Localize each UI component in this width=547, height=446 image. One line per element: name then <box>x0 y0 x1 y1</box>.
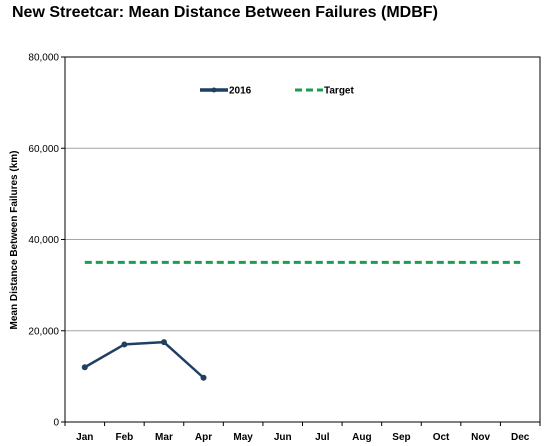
y-tick-label: 0 <box>53 418 59 429</box>
y-tick-label: 40,000 <box>28 235 59 246</box>
data-point <box>121 341 128 348</box>
y-axis-title: Mean Distance Between Failures (km) <box>9 151 20 330</box>
legend-label: Target <box>324 86 354 97</box>
x-tick-label-oct: Oct <box>433 432 450 443</box>
x-axis-ticks: Jan Feb Mar Apr May Jun Jul Aug Sep Oct Nov Dec <box>64 422 541 443</box>
x-tick-label-nov: Nov <box>471 432 490 443</box>
y-tick-label: 60,000 <box>28 144 59 155</box>
x-tick-label-sep: Sep <box>392 432 410 443</box>
legend-item-target: Target <box>295 86 354 97</box>
y-tick-label: 20,000 <box>28 326 59 337</box>
data-point <box>200 374 207 381</box>
y-tick-label: 80,000 <box>28 53 59 64</box>
legend-label: 2016 <box>229 86 252 97</box>
x-tick-label-jan: Jan <box>76 432 93 443</box>
gridlines <box>65 147 540 332</box>
legend-marker <box>211 87 217 93</box>
y-axis-ticks: 0 20,000 40,000 60,000 80,000 <box>28 53 65 429</box>
x-tick-label-feb: Feb <box>115 432 133 443</box>
legend-item-2016: 2016 <box>200 86 252 97</box>
series-2016 <box>81 339 207 381</box>
x-tick-label-jul: Jul <box>315 432 330 443</box>
x-tick-label-aug: Aug <box>352 432 371 443</box>
x-tick-label-dec: Dec <box>511 432 530 443</box>
data-point <box>160 339 167 346</box>
x-tick-label-may: May <box>233 432 253 443</box>
x-tick-label-jun: Jun <box>274 432 292 443</box>
data-point <box>81 364 88 371</box>
chart-title: New Streetcar: Mean Distance Between Fai… <box>12 4 438 21</box>
x-tick-label-mar: Mar <box>155 432 173 443</box>
x-tick-label-apr: Apr <box>195 432 212 443</box>
series-line-2016 <box>84 340 205 379</box>
legend: 2016 Target <box>200 86 354 97</box>
series <box>81 260 521 381</box>
